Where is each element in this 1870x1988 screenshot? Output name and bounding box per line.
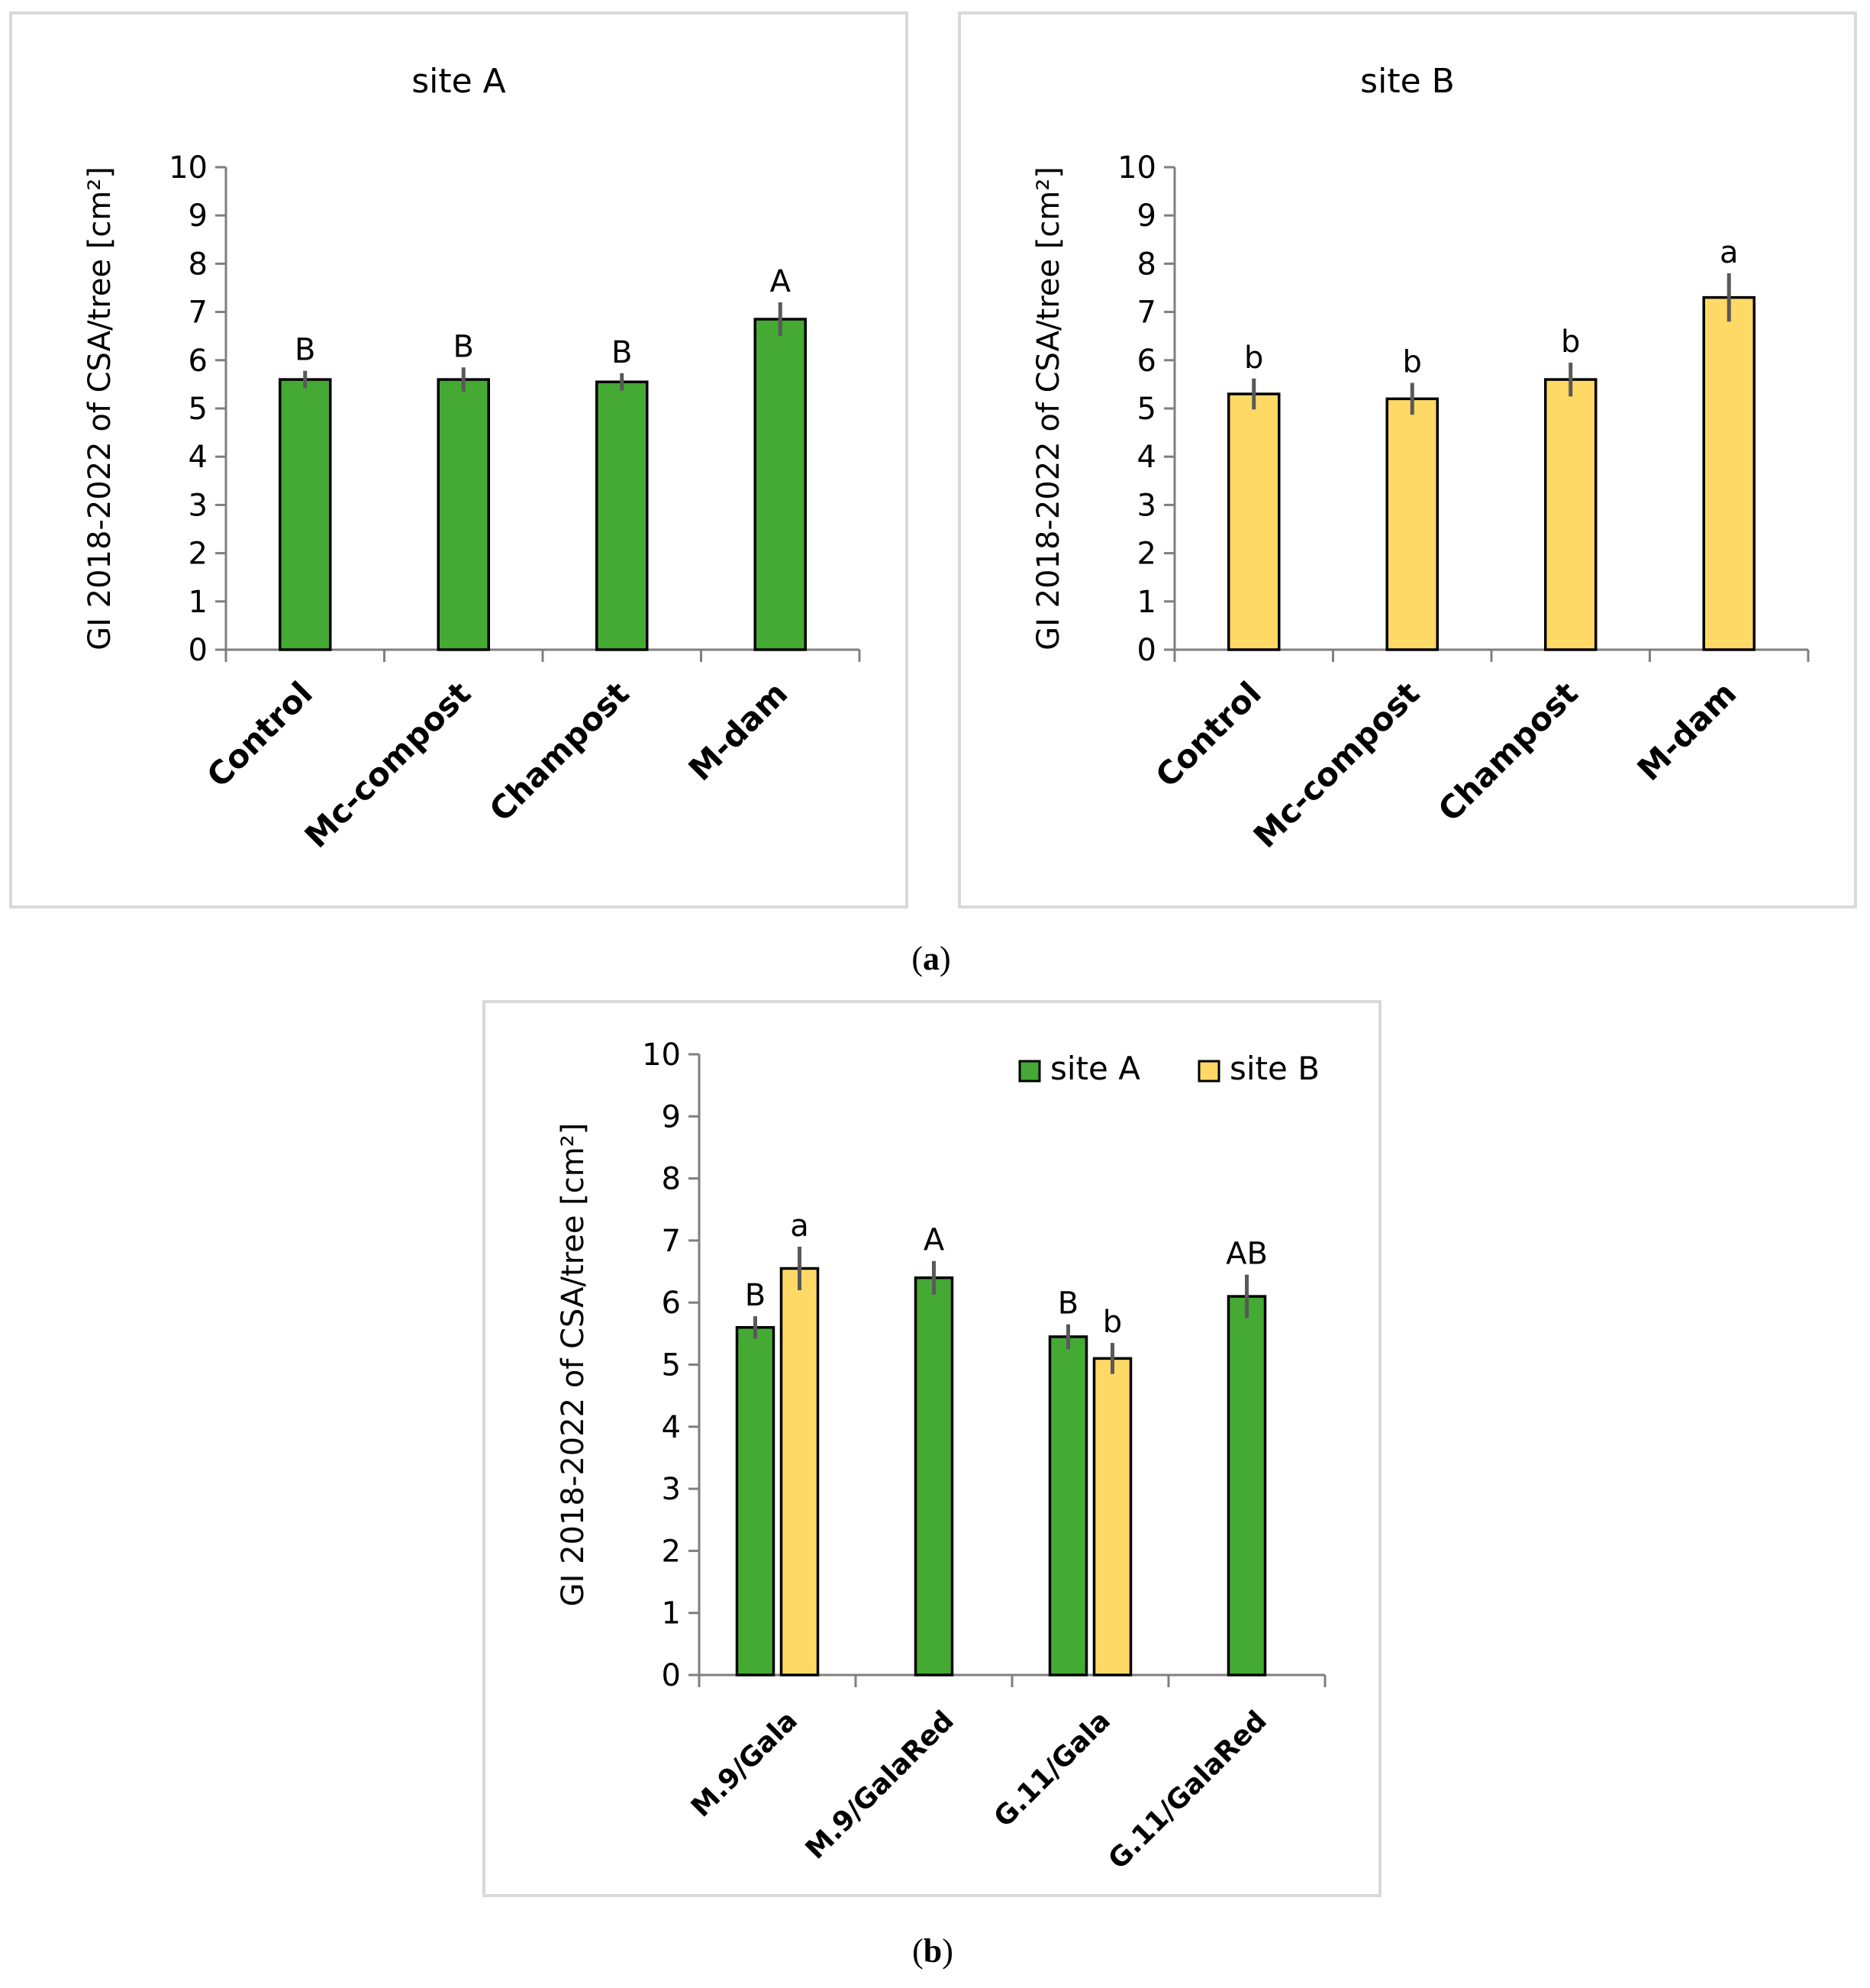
significance-letter: b: [1403, 345, 1422, 380]
x-tick-label: Mc-compost: [298, 674, 479, 855]
y-tick-label: 6: [1137, 344, 1156, 379]
y-tick-label: 5: [189, 392, 208, 427]
y-tick-label: 9: [1137, 198, 1156, 234]
legend-label: site A: [1050, 1050, 1140, 1087]
legend-swatch: [1198, 1060, 1220, 1083]
bar: [1227, 1295, 1267, 1677]
bar: [1702, 295, 1756, 651]
x-tick-label: M-dam: [1630, 674, 1744, 788]
bar: [279, 378, 332, 651]
significance-letter: AB: [1226, 1237, 1268, 1272]
bar: [595, 380, 649, 651]
significance-letter: b: [1561, 324, 1580, 360]
y-tick-label: 7: [1137, 295, 1156, 331]
x-tick-label: Mc-compost: [1246, 674, 1427, 855]
y-axis-label: GI 2018-2022 of CSA/tree [cm²]: [82, 166, 118, 650]
y-tick-label: 3: [189, 488, 208, 523]
y-tick-label: 9: [662, 1099, 681, 1134]
x-tick-label: Control: [1148, 674, 1268, 794]
y-axis-label: GI 2018-2022 of CSA/tree [cm²]: [1031, 166, 1066, 650]
significance-letter: a: [790, 1209, 809, 1244]
y-tick-label: 1: [662, 1596, 681, 1631]
bar: [1385, 397, 1439, 651]
y-tick-label: 4: [1137, 440, 1156, 475]
y-tick-label: 0: [189, 633, 208, 668]
caption-b: (b): [912, 1932, 953, 1970]
significance-letter: b: [1103, 1305, 1122, 1340]
y-tick-label: 3: [1137, 488, 1156, 523]
bar: [437, 378, 490, 651]
y-tick-label: 8: [1137, 247, 1156, 282]
x-tick-label: Champost: [482, 674, 637, 828]
bar: [753, 318, 807, 651]
y-tick-label: 7: [662, 1224, 681, 1259]
significance-letter: B: [453, 329, 474, 364]
bar: [735, 1325, 775, 1677]
bar: [914, 1276, 954, 1677]
y-tick-label: 4: [662, 1410, 681, 1445]
y-tick-label: 10: [642, 1038, 681, 1073]
chart-title: site B: [1360, 62, 1455, 101]
chart-panel-site-a: site A GI 2018-2022 of CSA/tree [cm²] 0 1 2 3…: [9, 11, 908, 908]
x-tick-label: G.11/GalaRed: [1103, 1705, 1273, 1875]
bar: [779, 1267, 820, 1677]
x-tick-label: M.9/GalaRed: [800, 1705, 960, 1865]
bar: [1544, 378, 1598, 651]
significance-letter: B: [1058, 1286, 1078, 1322]
significance-letter: B: [611, 335, 632, 370]
caption-b-letter: b: [923, 1932, 943, 1970]
y-tick-label: 8: [189, 247, 208, 282]
bar: [1092, 1357, 1133, 1677]
x-tick-label: Control: [199, 674, 319, 794]
x-tick-label: Champost: [1431, 674, 1585, 828]
bar: [1048, 1335, 1088, 1677]
y-tick-label: 2: [1137, 537, 1156, 572]
chart-site-a: site A GI 2018-2022 of CSA/tree [cm²] 0 1 2 3…: [82, 62, 861, 855]
significance-letter: A: [924, 1223, 945, 1258]
y-tick-label: 5: [1137, 392, 1156, 427]
caption-a: (a): [911, 940, 951, 977]
x-tick-label: G.11/Gala: [988, 1705, 1117, 1833]
y-tick-label: 6: [189, 344, 208, 379]
significance-letter: B: [745, 1278, 766, 1313]
significance-letter: A: [770, 264, 792, 299]
y-axis-label: GI 2018-2022 of CSA/tree [cm²]: [556, 1123, 591, 1607]
chart-rootstock: GI 2018-2022 of CSA/tree [cm²] 0 1 2 3 4 5 6 7 8 9…: [556, 1038, 1327, 1876]
y-tick-label: 2: [662, 1534, 681, 1569]
y-tick-label: 7: [189, 295, 208, 331]
caption-a-letter: a: [923, 940, 940, 977]
significance-letter: b: [1244, 340, 1263, 376]
x-tick-label: M-dam: [682, 674, 795, 788]
y-tick-label: 6: [662, 1286, 681, 1321]
significance-letter: B: [295, 333, 315, 368]
significance-letter: a: [1720, 235, 1739, 270]
y-tick-label: 8: [662, 1162, 681, 1197]
y-tick-label: 1: [189, 585, 208, 620]
y-tick-label: 1: [1137, 585, 1156, 620]
legend-label: site B: [1230, 1050, 1320, 1087]
chart-panel-rootstock: GI 2018-2022 of CSA/tree [cm²] 0 1 2 3 4 5 6 7 8 9…: [482, 1000, 1382, 1897]
y-tick-label: 10: [169, 150, 208, 186]
y-tick-label: 3: [662, 1472, 681, 1507]
y-tick-label: 9: [189, 198, 208, 234]
chart-panel-site-b: site B GI 2018-2022 of CSA/tree [cm²] 0 1 2 3…: [958, 11, 1857, 908]
legend-swatch: [1018, 1060, 1041, 1083]
y-tick-label: 0: [1137, 633, 1156, 668]
y-tick-label: 5: [662, 1348, 681, 1383]
y-tick-label: 0: [662, 1658, 681, 1693]
y-tick-label: 4: [189, 440, 208, 475]
chart-title: site A: [411, 62, 506, 101]
chart-site-b: site B GI 2018-2022 of CSA/tree [cm²] 0 1 2 3…: [1031, 62, 1810, 855]
y-tick-label: 10: [1117, 150, 1156, 186]
y-tick-label: 2: [189, 537, 208, 572]
bar: [1227, 392, 1281, 651]
x-tick-label: M.9/Gala: [685, 1705, 804, 1823]
